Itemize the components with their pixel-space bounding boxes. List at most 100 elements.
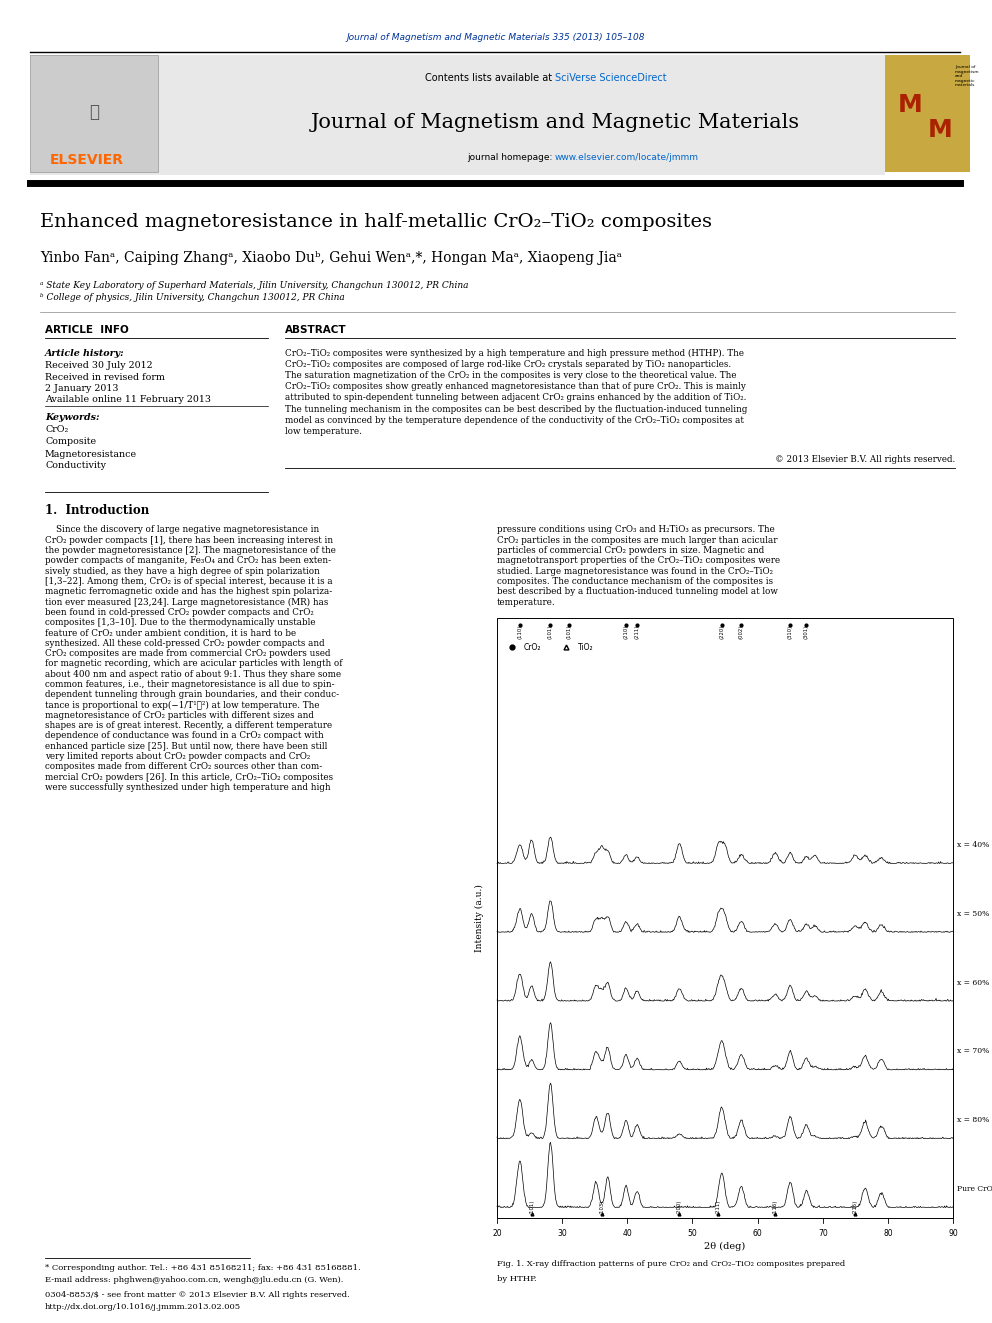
Text: the powder magnetoresistance [2]. The magnetoresistance of the: the powder magnetoresistance [2]. The ma… [45, 546, 336, 556]
Text: Keywords:: Keywords: [45, 414, 99, 422]
Bar [497, 618, 953, 1218]
Text: Received 30 July 2012: Received 30 July 2012 [45, 361, 153, 370]
Text: best described by a fluctuation-induced tunneling model at low: best described by a fluctuation-induced … [497, 587, 778, 597]
Text: 30: 30 [558, 1229, 567, 1237]
Text: (310): (310) [788, 624, 793, 639]
Text: http://dx.doi.org/10.1016/j.jmmm.2013.02.005: http://dx.doi.org/10.1016/j.jmmm.2013.02… [45, 1303, 241, 1311]
Text: 80: 80 [883, 1229, 893, 1237]
Text: attributed to spin-dependent tunneling between adjacent CrO₂ grains enhanced by : attributed to spin-dependent tunneling b… [285, 393, 746, 402]
Bar [885, 56, 970, 172]
Text: Journal of
magnetism
and
magnetic
materials: Journal of magnetism and magnetic materi… [955, 65, 979, 87]
Text: CrO₂–TiO₂ composites are composed of large rod-like CrO₂ crystals separated by T: CrO₂–TiO₂ composites are composed of lar… [285, 360, 731, 369]
Text: temperature.: temperature. [497, 598, 556, 607]
Text: tion ever measured [23,24]. Large magnetoresistance (MR) has: tion ever measured [23,24]. Large magnet… [45, 598, 328, 607]
Text: ᵇ College of physics, Jilin University, Changchun 130012, PR China: ᵇ College of physics, Jilin University, … [40, 294, 345, 303]
Text: CrO₂–TiO₂ composites show greatly enhanced magnetoresistance than that of pure C: CrO₂–TiO₂ composites show greatly enhanc… [285, 382, 746, 392]
Text: (101): (101) [566, 624, 571, 639]
Text: magnetic ferromagnetic oxide and has the highest spin polariza-: magnetic ferromagnetic oxide and has the… [45, 587, 332, 597]
Text: Article history:: Article history: [45, 348, 125, 357]
Text: been found in cold-pressed CrO₂ powder compacts and CrO₂: been found in cold-pressed CrO₂ powder c… [45, 607, 313, 617]
Text: Magnetoresistance: Magnetoresistance [45, 450, 137, 459]
Text: (215): (215) [853, 1200, 858, 1215]
Text: (211): (211) [635, 624, 640, 639]
Text: 1.  Introduction: 1. Introduction [45, 504, 149, 516]
Text: pressure conditions using CrO₃ and H₂TiO₃ as precursors. The: pressure conditions using CrO₃ and H₂TiO… [497, 525, 775, 534]
Text: low temperature.: low temperature. [285, 427, 362, 435]
Text: composites made from different CrO₂ sources other than com-: composites made from different CrO₂ sour… [45, 762, 322, 771]
Text: 0304-8853/$ - see front matter © 2013 Elsevier B.V. All rights reserved.: 0304-8853/$ - see front matter © 2013 El… [45, 1291, 350, 1299]
Text: powder compacts of manganite, Fe₃O₄ and CrO₂ has been exten-: powder compacts of manganite, Fe₃O₄ and … [45, 557, 331, 565]
Text: feature of CrO₂ under ambient condition, it is hard to be: feature of CrO₂ under ambient condition,… [45, 628, 297, 638]
Text: Received in revised form: Received in revised form [45, 373, 165, 381]
Text: 70: 70 [817, 1229, 827, 1237]
Text: (101): (101) [529, 1200, 534, 1215]
Text: x = 70%: x = 70% [957, 1048, 989, 1056]
Text: 60: 60 [753, 1229, 763, 1237]
Text: (200): (200) [677, 1200, 682, 1215]
Text: composites. The conductance mechanism of the composites is: composites. The conductance mechanism of… [497, 577, 773, 586]
Text: The saturation magnetization of the CrO₂ in the composites is very close to the : The saturation magnetization of the CrO₂… [285, 370, 736, 380]
Text: ᵃ State Key Laboratory of Superhard Materials, Jilin University, Changchun 13001: ᵃ State Key Laboratory of Superhard Mate… [40, 280, 468, 290]
Text: TiO₂: TiO₂ [578, 643, 594, 652]
Text: common features, i.e., their magnetoresistance is all due to spin-: common features, i.e., their magnetoresi… [45, 680, 334, 689]
Text: 40: 40 [622, 1229, 632, 1237]
Text: (211): (211) [716, 1200, 721, 1215]
Text: Journal of Magnetism and Magnetic Materials 335 (2013) 105–108: Journal of Magnetism and Magnetic Materi… [347, 33, 645, 42]
Text: shapes are is of great interest. Recently, a different temperature: shapes are is of great interest. Recentl… [45, 721, 332, 730]
Text: magnetotransport properties of the CrO₂–TiO₂ composites were: magnetotransport properties of the CrO₂–… [497, 557, 780, 565]
Text: synthesized. All these cold-pressed CrO₂ powder compacts and: synthesized. All these cold-pressed CrO₂… [45, 639, 324, 648]
Text: x = 50%: x = 50% [957, 910, 989, 918]
Text: (220): (220) [719, 624, 724, 639]
Text: E-mail address: phghwen@yahoo.com.cn, wengh@jlu.edu.cn (G. Wen).: E-mail address: phghwen@yahoo.com.cn, we… [45, 1275, 343, 1285]
Text: x = 60%: x = 60% [957, 979, 989, 987]
Text: (110): (110) [517, 624, 523, 639]
Text: [1,3–22]. Among them, CrO₂ is of special interest, because it is a: [1,3–22]. Among them, CrO₂ is of special… [45, 577, 332, 586]
Text: for magnetic recording, which are acicular particles with length of: for magnetic recording, which are acicul… [45, 659, 342, 668]
Text: ARTICLE  INFO: ARTICLE INFO [45, 325, 129, 335]
Text: Since the discovery of large negative magnetoresistance in: Since the discovery of large negative ma… [45, 525, 319, 534]
Text: mercial CrO₂ powders [26]. In this article, CrO₂–TiO₂ composites: mercial CrO₂ powders [26]. In this artic… [45, 773, 333, 782]
Text: The tunneling mechanism in the composites can be best described by the fluctuati: The tunneling mechanism in the composite… [285, 405, 747, 414]
Text: very limited reports about CrO₂ powder compacts and CrO₂: very limited reports about CrO₂ powder c… [45, 751, 310, 761]
Text: CrO₂–TiO₂ composites were synthesized by a high temperature and high pressure me: CrO₂–TiO₂ composites were synthesized by… [285, 348, 744, 357]
Bar [30, 56, 158, 172]
Text: were successfully synthesized under high temperature and high: were successfully synthesized under high… [45, 783, 330, 792]
Text: tance is proportional to exp(−1/T¹ᐟ²) at low temperature. The: tance is proportional to exp(−1/T¹ᐟ²) at… [45, 701, 319, 709]
Text: enhanced particle size [25]. But until now, there have been still: enhanced particle size [25]. But until n… [45, 742, 327, 750]
Text: M: M [898, 93, 923, 116]
Text: M: M [928, 118, 952, 142]
Text: 20: 20 [492, 1229, 502, 1237]
Text: 50: 50 [687, 1229, 697, 1237]
Text: CrO₂ powder compacts [1], there has been increasing interest in: CrO₂ powder compacts [1], there has been… [45, 536, 333, 545]
Text: Pure CrO₂: Pure CrO₂ [957, 1185, 992, 1193]
Text: SciVerse ScienceDirect: SciVerse ScienceDirect [555, 73, 667, 83]
Text: sively studied, as they have a high degree of spin polarization: sively studied, as they have a high degr… [45, 566, 319, 576]
Text: 2θ (deg): 2θ (deg) [704, 1242, 746, 1252]
Text: CrO₂ composites are made from commercial CrO₂ powders used: CrO₂ composites are made from commercial… [45, 650, 330, 658]
Text: ABSTRACT: ABSTRACT [285, 325, 346, 335]
Text: dependence of conductance was found in a CrO₂ compact with: dependence of conductance was found in a… [45, 732, 323, 741]
Text: CrO₂: CrO₂ [45, 426, 68, 434]
Text: Fig. 1. X-ray diffraction patterns of pure CrO₂ and CrO₂–TiO₂ composites prepare: Fig. 1. X-ray diffraction patterns of pu… [497, 1261, 845, 1269]
Text: dependent tunneling through grain boundaries, and their conduc-: dependent tunneling through grain bounda… [45, 691, 339, 700]
Text: model as convinced by the temperature dependence of the conductivity of the CrO₂: model as convinced by the temperature de… [285, 415, 744, 425]
Text: Enhanced magnetoresistance in half-metallic CrO₂–TiO₂ composites: Enhanced magnetoresistance in half-metal… [40, 213, 712, 232]
Text: (116): (116) [773, 1200, 778, 1215]
Text: Contents lists available at: Contents lists available at [425, 73, 555, 83]
Text: x = 80%: x = 80% [957, 1117, 989, 1125]
Text: Composite: Composite [45, 438, 96, 446]
Text: Conductivity: Conductivity [45, 462, 106, 471]
Text: 🌳: 🌳 [89, 103, 99, 120]
Text: magnetoresistance of CrO₂ particles with different sizes and: magnetoresistance of CrO₂ particles with… [45, 710, 313, 720]
Text: 2 January 2013: 2 January 2013 [45, 384, 118, 393]
Text: Intensity (a.u.): Intensity (a.u.) [474, 884, 484, 953]
Text: composites [1,3–10]. Due to the thermodynamically unstable: composites [1,3–10]. Due to the thermody… [45, 618, 315, 627]
Text: (101): (101) [548, 624, 553, 639]
Text: (103): (103) [599, 1200, 604, 1215]
Text: © 2013 Elsevier B.V. All rights reserved.: © 2013 Elsevier B.V. All rights reserved… [775, 455, 955, 464]
Text: studied. Large magnetoresistance was found in the CrO₂–TiO₂: studied. Large magnetoresistance was fou… [497, 566, 773, 576]
Text: journal homepage:: journal homepage: [467, 152, 555, 161]
Text: CrO₂ particles in the composites are much larger than acicular: CrO₂ particles in the composites are muc… [497, 536, 778, 545]
Text: (301): (301) [804, 624, 808, 639]
Text: * Corresponding author. Tel.: +86 431 85168211; fax: +86 431 85168881.: * Corresponding author. Tel.: +86 431 85… [45, 1263, 361, 1271]
